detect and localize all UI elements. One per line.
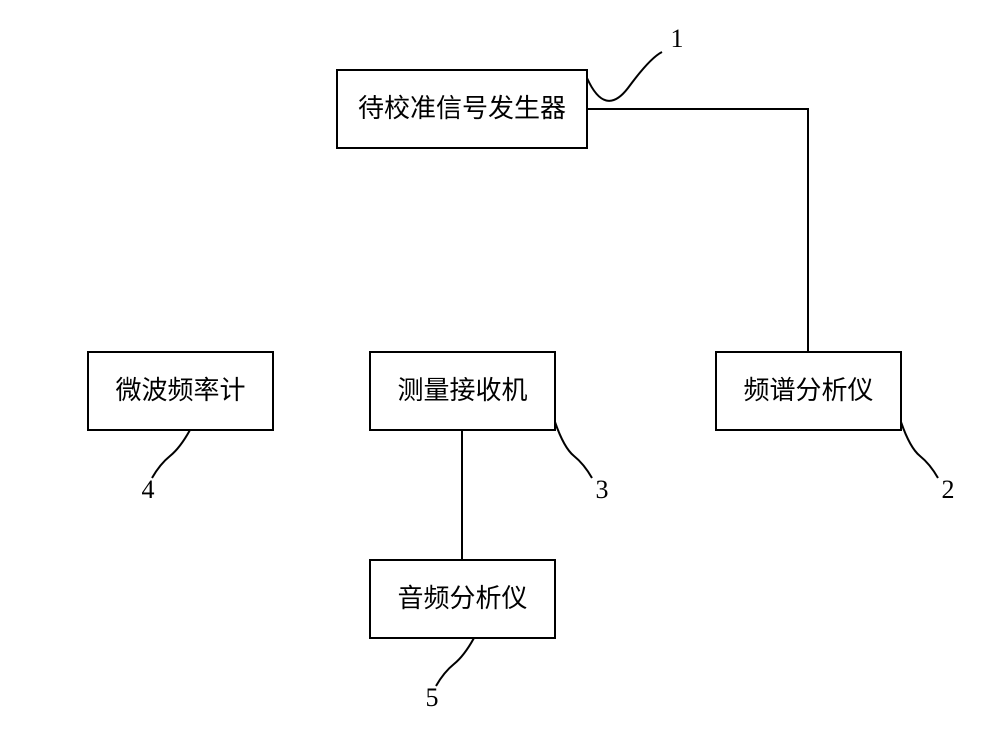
callout-leader-freq_counter <box>152 430 190 478</box>
node-sig_gen: 待校准信号发生器 <box>337 70 587 148</box>
callout-number-spectrum: 2 <box>942 475 955 504</box>
node-label-sig_gen: 待校准信号发生器 <box>358 94 566 123</box>
connector-sig_gen-to-spectrum <box>587 109 808 352</box>
callout-leader-receiver <box>555 422 592 478</box>
callout-leader-sig_gen <box>587 52 662 101</box>
node-label-freq_counter: 微波频率计 <box>115 376 245 405</box>
node-receiver: 测量接收机 <box>370 352 555 430</box>
node-label-receiver: 测量接收机 <box>397 376 527 405</box>
node-freq_counter: 微波频率计 <box>88 352 273 430</box>
callout-leader-audio <box>436 638 474 686</box>
node-audio: 音频分析仪 <box>370 560 555 638</box>
callout-number-freq_counter: 4 <box>142 475 155 504</box>
node-spectrum: 频谱分析仪 <box>716 352 901 430</box>
callout-leader-spectrum <box>901 422 938 478</box>
node-label-spectrum: 频谱分析仪 <box>743 376 873 405</box>
callout-number-receiver: 3 <box>596 475 609 504</box>
node-label-audio: 音频分析仪 <box>397 584 527 613</box>
callout-number-audio: 5 <box>426 683 439 712</box>
callout-number-sig_gen: 1 <box>671 24 684 53</box>
block-diagram: 待校准信号发生器频谱分析仪 测量接收机 微波频率计音频分析仪 1 2 3 4 5 <box>0 0 1000 756</box>
